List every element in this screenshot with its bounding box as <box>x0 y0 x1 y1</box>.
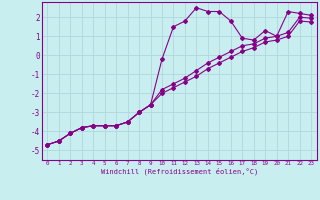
X-axis label: Windchill (Refroidissement éolien,°C): Windchill (Refroidissement éolien,°C) <box>100 168 258 175</box>
